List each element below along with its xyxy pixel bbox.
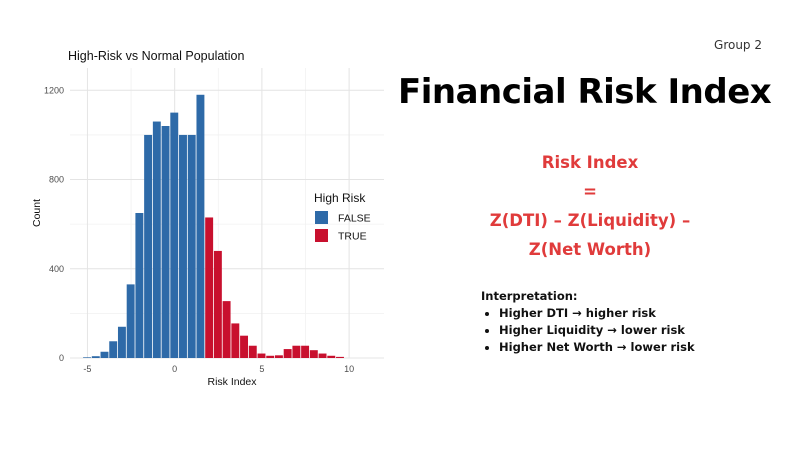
legend-label-false: FALSE bbox=[338, 213, 371, 225]
x-tick-label: 0 bbox=[172, 364, 177, 374]
interpretation-block: Interpretation: Higher DTI → higher risk… bbox=[481, 289, 695, 356]
histogram-bar-true bbox=[336, 356, 344, 358]
slide-title: Financial Risk Index bbox=[398, 72, 772, 112]
y-tick-label: 800 bbox=[49, 175, 64, 185]
interpretation-item-net-worth: Higher Net Worth → lower risk bbox=[499, 339, 695, 356]
interpretation-item-liquidity: Higher Liquidity → lower risk bbox=[499, 322, 695, 339]
histogram-bar-false bbox=[100, 351, 109, 358]
histogram-bar-true bbox=[231, 323, 240, 358]
formula-line-4: Z(Net Worth) bbox=[528, 240, 652, 259]
interpretation-item-dti: Higher DTI → higher risk bbox=[499, 305, 695, 322]
interpretation-heading: Interpretation: bbox=[481, 289, 578, 303]
risk-index-histogram: -5 0 5 10 0 400 800 1200 High-Risk vs Normal Pop… bbox=[31, 49, 384, 388]
legend-title: High Risk bbox=[314, 191, 366, 205]
histogram-bar-true bbox=[292, 345, 301, 358]
y-tick-label: 400 bbox=[49, 264, 64, 274]
formula-line-2: = bbox=[583, 182, 597, 201]
histogram-bar-true bbox=[283, 349, 292, 358]
legend-label-true: TRUE bbox=[338, 231, 367, 243]
histogram-bar-false bbox=[196, 94, 205, 359]
legend-swatch-false bbox=[315, 211, 328, 224]
histogram-bar-true bbox=[274, 355, 283, 358]
histogram-bar-true bbox=[240, 335, 249, 358]
histogram-bar-false bbox=[152, 121, 161, 359]
histogram-bar-false bbox=[109, 341, 118, 358]
histogram-bar-false bbox=[170, 112, 179, 358]
y-tick-label: 0 bbox=[59, 353, 64, 363]
histogram-bar-false bbox=[187, 134, 196, 358]
interpretation-list: Higher DTI → higher risk Higher Liquidit… bbox=[481, 305, 695, 356]
histogram-bar-false bbox=[135, 213, 144, 358]
chart-title: High-Risk vs Normal Population bbox=[68, 49, 245, 63]
histogram-bar-true bbox=[222, 301, 231, 358]
legend-swatch-true bbox=[315, 229, 328, 242]
histogram-bar-false bbox=[91, 356, 100, 358]
x-axis-label: Risk Index bbox=[207, 376, 257, 388]
histogram-bar-true bbox=[309, 350, 318, 358]
histogram-bar-false bbox=[161, 126, 170, 358]
histogram-bar-true bbox=[318, 353, 327, 358]
histogram-bar-true bbox=[327, 355, 336, 358]
histogram-bar-false bbox=[179, 134, 187, 358]
histogram-bar-true bbox=[205, 217, 214, 358]
y-axis-label: Count bbox=[31, 199, 43, 227]
y-tick-label: 1200 bbox=[44, 85, 64, 95]
group-label: Group 2 bbox=[714, 38, 762, 52]
x-tick-label: -5 bbox=[83, 364, 91, 374]
formula-line-3: Z(DTI) – Z(Liquidity) – bbox=[489, 211, 691, 230]
x-tick-label: 10 bbox=[344, 364, 354, 374]
histogram-bar-true bbox=[266, 355, 275, 358]
histogram-bar-true bbox=[301, 345, 310, 358]
histogram-bar-true bbox=[257, 353, 266, 358]
histogram-bar-true bbox=[248, 345, 257, 358]
formula-line-1: Risk Index bbox=[541, 153, 639, 172]
risk-index-formula: Risk Index = Z(DTI) – Z(Liquidity) – Z(N… bbox=[470, 148, 710, 264]
histogram-bar-false bbox=[126, 284, 135, 358]
histogram-bar-true bbox=[213, 250, 222, 358]
histogram-bar-false bbox=[83, 357, 92, 358]
histogram-bar-false bbox=[117, 326, 126, 358]
histogram-bar-false bbox=[144, 134, 153, 358]
x-tick-label: 5 bbox=[259, 364, 264, 374]
